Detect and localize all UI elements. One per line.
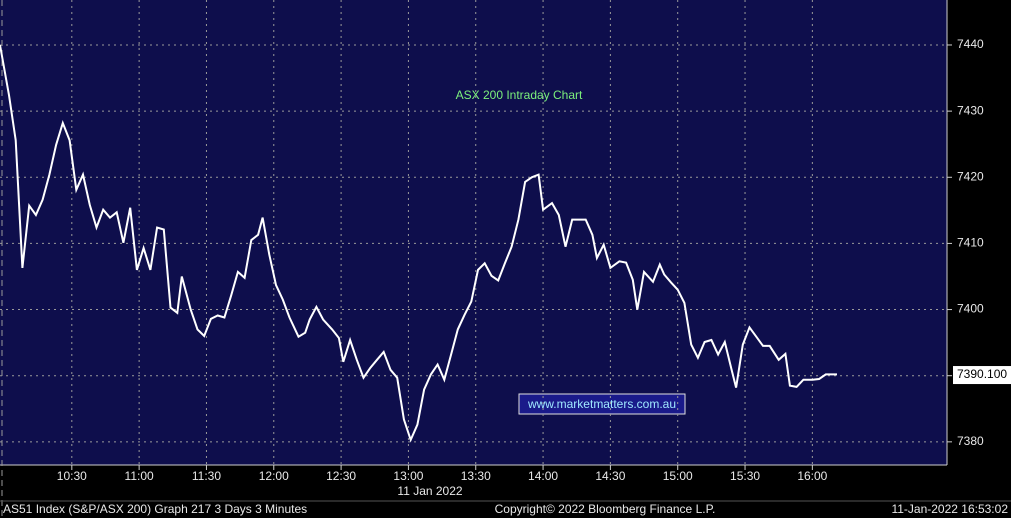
x-tick-label: 11:30 [192, 469, 221, 483]
watermark-box [518, 393, 686, 415]
y-tick-label: 7440 [957, 37, 984, 51]
y-tick-label: 7410 [957, 236, 984, 250]
plot-area [0, 0, 947, 465]
x-tick-label: 13:30 [461, 469, 491, 483]
y-tick-label: 7430 [957, 103, 984, 117]
x-tick-label: 13:00 [393, 469, 423, 483]
x-tick-label: 11:00 [125, 469, 154, 483]
y-tick-label: 7380 [957, 434, 984, 448]
chart-title: ASX 200 Intraday Chart [456, 88, 583, 102]
x-tick-label: 16:00 [797, 469, 827, 483]
x-tick-label: 12:00 [259, 469, 289, 483]
price-line [0, 44, 837, 443]
x-tick-label: 10:30 [57, 469, 87, 483]
date-label: 11 Jan 2022 [397, 484, 462, 498]
y-tick-label: 7420 [957, 169, 984, 183]
last-value-label: 7390.100 [957, 367, 1007, 381]
x-tick-label: 15:00 [663, 469, 693, 483]
footer-left: AS51 Index (S&P/ASX 200) Graph 217 3 Day… [3, 502, 307, 516]
x-tick-label: 14:30 [595, 469, 625, 483]
last-value-box [953, 366, 1011, 385]
y-tick-label: 7400 [957, 302, 984, 316]
x-tick-label: 15:30 [730, 469, 760, 483]
footer-center: Copyright© 2022 Bloomberg Finance L.P. [495, 502, 716, 516]
watermark: www.marketmatters.com.au [527, 397, 676, 411]
footer-right: 11-Jan-2022 16:53:02 [891, 502, 1008, 516]
x-tick-label: 12:30 [326, 469, 356, 483]
x-tick-label: 14:00 [528, 469, 558, 483]
